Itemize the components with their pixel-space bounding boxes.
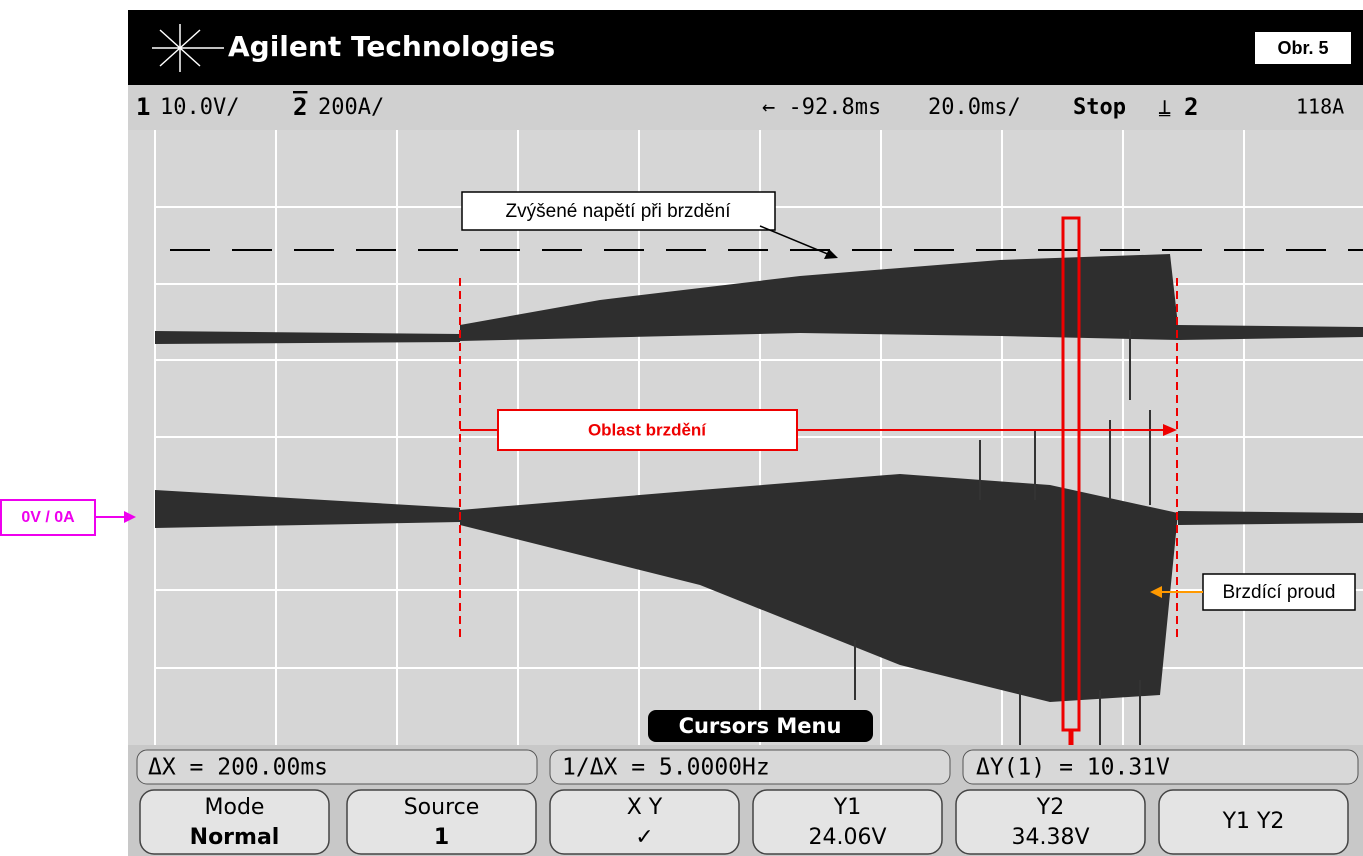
figure-label: Obr. 5 bbox=[1277, 38, 1328, 58]
zero-label: 0V / 0A bbox=[21, 509, 75, 526]
run-state: Stop bbox=[1073, 95, 1126, 120]
current-label: Brzdící proud bbox=[1223, 582, 1336, 603]
trigger-icon: ⍊ bbox=[1158, 95, 1171, 120]
timebase: 20.0ms/ bbox=[928, 95, 1021, 120]
page: {"header": {"brand": "Agilent Technologi… bbox=[0, 0, 1363, 856]
ch2-scale: 200A/ bbox=[318, 95, 384, 120]
scope-screenshot: Agilent Technologies Obr. 5 1 10.0V/ 2 2… bbox=[0, 0, 1363, 856]
channel1: 1 bbox=[136, 93, 150, 121]
softkey-value: 34.38V bbox=[1011, 825, 1089, 850]
softkey-value: Normal bbox=[190, 825, 280, 850]
channel2: 2 bbox=[293, 93, 307, 121]
inverse-delta-x: 1/ΔX = 5.0000Hz bbox=[562, 755, 770, 781]
softkey-value: 1 bbox=[434, 825, 449, 850]
softkey-label: X Y bbox=[627, 795, 663, 820]
softkey-value: ✓ bbox=[635, 825, 653, 850]
delta-x: ΔX = 200.00ms bbox=[148, 755, 328, 781]
softkey-label: Y2 bbox=[1036, 795, 1064, 820]
overvoltage-label: Zvýšené napětí při brzdění bbox=[506, 201, 732, 222]
delta-y: ΔY(1) = 10.31V bbox=[976, 755, 1170, 781]
delay: ← -92.8ms bbox=[762, 95, 881, 120]
softkey-label: Y1 Y2 bbox=[1222, 809, 1285, 834]
status-bar bbox=[128, 85, 1363, 130]
softkey-label: Source bbox=[404, 795, 480, 820]
softkey-label: Mode bbox=[205, 795, 265, 820]
trigger-source: 2 bbox=[1184, 93, 1198, 121]
brand: Agilent Technologies bbox=[228, 30, 555, 63]
softkey-label: Y1 bbox=[833, 795, 861, 820]
region-label: Oblast brzdění bbox=[588, 420, 707, 439]
softkey-value: 24.06V bbox=[808, 825, 886, 850]
trigger-level: 118A bbox=[1296, 95, 1344, 119]
ch1-scale: 10.0V/ bbox=[160, 95, 239, 120]
menu-label: Cursors Menu bbox=[679, 714, 842, 738]
